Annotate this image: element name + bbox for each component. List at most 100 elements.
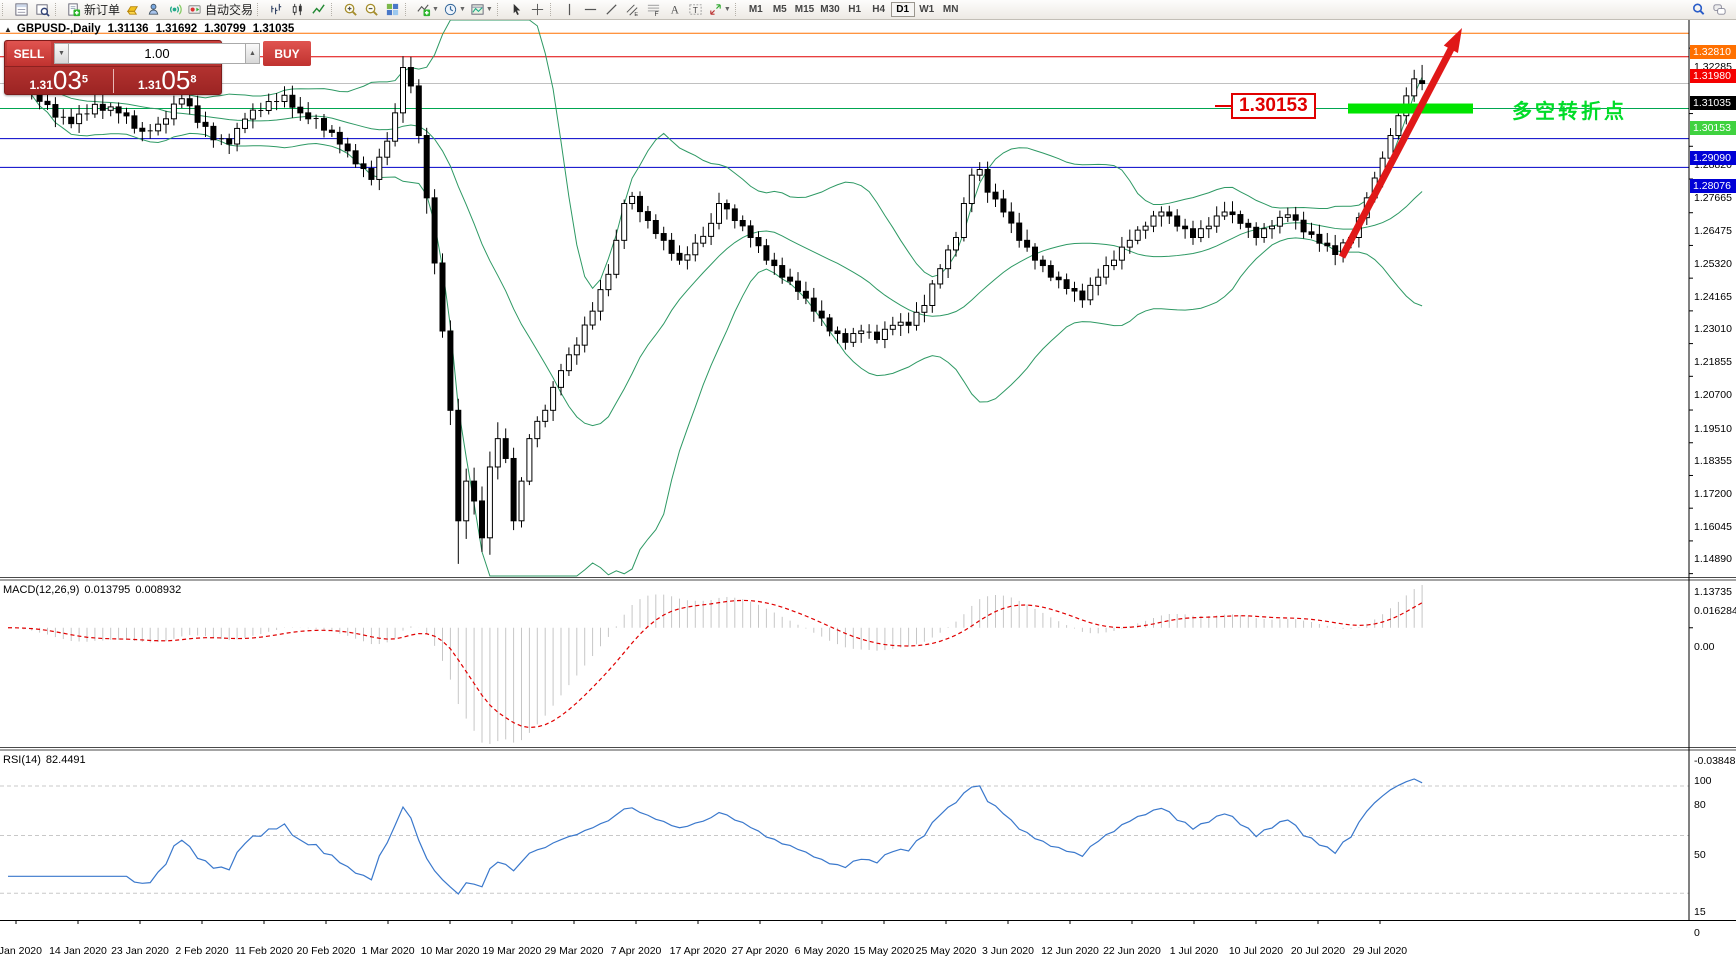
toolbar-grip[interactable] bbox=[257, 3, 263, 16]
volume-input[interactable] bbox=[69, 43, 245, 64]
zoom-in-button[interactable] bbox=[340, 1, 361, 18]
data-window-icon bbox=[36, 4, 50, 17]
turning-point-note[interactable]: 多空转折点 bbox=[1512, 101, 1627, 123]
data-window-button[interactable] bbox=[32, 1, 53, 18]
line-chart-button[interactable] bbox=[308, 1, 329, 18]
timeframe-button-w1[interactable]: W1 bbox=[915, 2, 939, 17]
autotrading-icon bbox=[188, 5, 201, 14]
vertical-line-button[interactable] bbox=[559, 1, 580, 18]
toolbar-grip[interactable] bbox=[405, 3, 411, 16]
timeframe-button-d1[interactable]: D1 bbox=[890, 2, 915, 17]
bar-chart-icon bbox=[271, 3, 282, 15]
svg-text:T: T bbox=[693, 5, 698, 15]
tile-windows-icon bbox=[386, 3, 399, 16]
buy-price-prefix: 1.31 bbox=[138, 78, 162, 92]
price-divider bbox=[112, 68, 114, 93]
sell-button[interactable]: SELL bbox=[7, 41, 51, 66]
volume-increase-button[interactable]: ▲ bbox=[245, 43, 260, 64]
date-axis-label: 29 Jul 2020 bbox=[1352, 945, 1408, 957]
gold-button[interactable] bbox=[122, 1, 143, 18]
timeframe-button-m1[interactable]: M1 bbox=[744, 2, 768, 17]
text-label-button[interactable]: T bbox=[685, 1, 706, 18]
collapse-chart-icon[interactable]: ▲ bbox=[4, 24, 12, 34]
buy-price[interactable]: 1.31058 bbox=[114, 67, 222, 94]
toolbar-grip[interactable] bbox=[496, 3, 503, 16]
timeframe-button-mn[interactable]: MN bbox=[939, 2, 963, 17]
templates-button[interactable]: ▼ bbox=[468, 1, 495, 18]
search-icon bbox=[1693, 3, 1705, 15]
contact-icon bbox=[148, 3, 159, 15]
line-chart-icon bbox=[312, 4, 325, 14]
arrows-button[interactable]: ▼ bbox=[706, 1, 733, 18]
trendline-button[interactable] bbox=[601, 1, 622, 18]
rsi-axis-label: 15 bbox=[1694, 906, 1706, 919]
toolbar-grip[interactable] bbox=[734, 3, 741, 16]
search-button[interactable] bbox=[1688, 1, 1709, 18]
indicators-button[interactable]: ▼ bbox=[414, 1, 441, 18]
autotrading-button[interactable]: 自动交易 bbox=[185, 1, 255, 18]
fibonacci-button[interactable]: F bbox=[643, 1, 664, 18]
bid-price-badge: 1.31035 bbox=[1690, 95, 1736, 110]
svg-text:E: E bbox=[634, 12, 638, 17]
chevron-down-icon: ▼ bbox=[723, 6, 731, 13]
price-axis-tick: 1.21855 bbox=[1694, 356, 1732, 369]
ohlc-low: 1.30799 bbox=[204, 23, 246, 35]
ohlc-open: 1.31136 bbox=[107, 23, 149, 35]
timeframe-button-m15[interactable]: M15 bbox=[792, 2, 817, 17]
arrows-icon bbox=[710, 4, 721, 15]
timeframe-button-m30[interactable]: M30 bbox=[817, 2, 842, 17]
macd-axis-label: 0.00 bbox=[1694, 640, 1715, 653]
timeframe-button-m5[interactable]: M5 bbox=[768, 2, 792, 17]
market-watch-button[interactable] bbox=[11, 1, 32, 18]
periods-icon bbox=[444, 3, 457, 16]
price-axis-tick: 1.25320 bbox=[1694, 257, 1732, 270]
rsi-indicator-label: RSI(14) 82.4491 bbox=[3, 754, 86, 766]
volume-decrease-button[interactable]: ▼ bbox=[54, 43, 69, 64]
signal-button[interactable] bbox=[164, 1, 185, 18]
level-price-badge: 1.28076 bbox=[1690, 179, 1736, 194]
sell-price[interactable]: 1.31035 bbox=[5, 67, 113, 94]
rsi-axis-label: 100 bbox=[1694, 775, 1712, 787]
text-icon: A bbox=[671, 5, 680, 17]
cursor-button[interactable] bbox=[506, 1, 527, 18]
price-axis-tick: 1.18355 bbox=[1694, 455, 1732, 468]
price-axis-tick: 1.19510 bbox=[1694, 422, 1732, 435]
chat-button[interactable] bbox=[1709, 1, 1730, 18]
periods-button[interactable]: ▼ bbox=[441, 1, 468, 18]
chart-window[interactable]: ▲ GBPUSD-,Daily 1.31136 1.31692 1.30799 … bbox=[0, 19, 1736, 957]
vertical-line-icon bbox=[568, 3, 570, 16]
toolbar-grip[interactable] bbox=[2, 3, 8, 16]
price-axis-tick: 1.20700 bbox=[1694, 388, 1732, 401]
price-axis-tick: 1.13735 bbox=[1694, 586, 1732, 599]
new-order-button[interactable]: 新订单 bbox=[64, 1, 122, 18]
chevron-down-icon: ▼ bbox=[432, 6, 439, 13]
candlestick-button[interactable] bbox=[287, 1, 308, 18]
rsi-axis-label: 80 bbox=[1694, 799, 1706, 811]
macd-axis-label: -0.038485 bbox=[1694, 755, 1736, 767]
tile-windows-button[interactable] bbox=[382, 1, 403, 18]
timeframe-button-h4[interactable]: H4 bbox=[867, 2, 891, 17]
price-tag-label[interactable]: 1.30153 bbox=[1231, 93, 1316, 119]
toolbar-grip[interactable] bbox=[549, 3, 556, 16]
channel-button[interactable]: E bbox=[622, 1, 643, 18]
horizontal-line-button[interactable] bbox=[580, 1, 601, 18]
candlestick-icon bbox=[292, 3, 302, 16]
zoom-out-icon bbox=[365, 3, 378, 16]
text-button[interactable]: A bbox=[664, 1, 685, 18]
svg-text:A: A bbox=[671, 5, 680, 17]
buy-price-big: 05 bbox=[161, 65, 191, 95]
level-price-badge: 1.31980 bbox=[1690, 68, 1736, 83]
ohlc-high: 1.31692 bbox=[155, 23, 198, 35]
zoom-out-button[interactable] bbox=[361, 1, 382, 18]
toolbar-grip[interactable] bbox=[55, 3, 61, 16]
timeframe-button-h1[interactable]: H1 bbox=[843, 2, 867, 17]
contact-button[interactable] bbox=[143, 1, 164, 18]
chevron-down-icon: ▼ bbox=[485, 6, 493, 13]
toolbar: 新订单 自动交易 ▼ ▼ ▼ E F A T ▼ M1 M5 M15 M30 H1 H4 D1 W1 MN bbox=[0, 0, 1736, 20]
bar-chart-button[interactable] bbox=[266, 1, 287, 18]
buy-button[interactable]: BUY bbox=[263, 41, 311, 66]
zoom-in-icon bbox=[344, 3, 357, 16]
crosshair-button[interactable] bbox=[527, 1, 548, 18]
toolbar-grip[interactable] bbox=[331, 3, 337, 16]
